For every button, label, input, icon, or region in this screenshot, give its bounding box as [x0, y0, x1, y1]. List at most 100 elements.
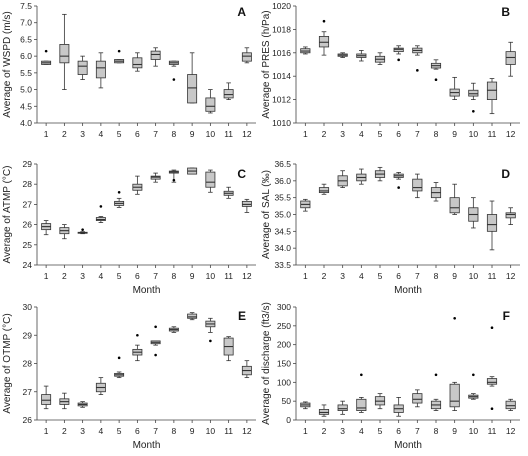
outlier-point [117, 49, 121, 53]
y-tick-label: 7.0 [20, 18, 32, 28]
x-tick-label: 7 [415, 129, 420, 139]
x-tick-label: 11 [488, 129, 497, 139]
panel-d: 33.534.034.535.035.536.036.51 2 3 4 5 6 7 8 9 10 1… [261, 159, 520, 296]
box-month-4 [356, 168, 367, 185]
box-month-7 [150, 47, 161, 67]
box-month-3 [337, 52, 348, 58]
panel-letter: C [237, 167, 246, 181]
x-tick-label: 10 [206, 129, 216, 139]
outlier-point [397, 186, 400, 189]
box-iqr [150, 50, 161, 60]
x-tick-label: 3 [340, 129, 345, 139]
box-month-4 [95, 205, 106, 223]
y-tick-label: 4.5 [20, 101, 32, 111]
box-month-8 [168, 326, 179, 333]
x-axis-title: Month [133, 285, 161, 296]
x-tick-label: 9 [190, 271, 195, 281]
outlier-point [360, 373, 363, 377]
x-tick-label: 5 [378, 426, 383, 436]
box-month-5 [374, 393, 386, 410]
box-month-2 [59, 224, 70, 240]
box-month-3 [77, 401, 88, 408]
x-tick-label: 6 [396, 129, 401, 139]
box-month-11 [486, 326, 498, 411]
x-tick-label: 11 [224, 271, 233, 281]
box-month-1 [41, 385, 52, 410]
box-month-5 [374, 166, 386, 182]
box-iqr [77, 60, 88, 75]
box-month-11 [223, 336, 234, 362]
outlier-point [209, 339, 212, 343]
x-tick-label: 3 [80, 426, 85, 436]
x-tick-label: 5 [117, 426, 122, 436]
box-month-5 [374, 52, 386, 65]
box-month-10 [205, 89, 216, 114]
box-iqr [337, 404, 348, 411]
box-month-6 [132, 333, 143, 362]
x-tick-label: 5 [378, 271, 383, 281]
y-tick-label: 28 [23, 179, 33, 189]
y-tick-label: 1018 [272, 24, 291, 34]
x-tick-label: 9 [452, 129, 457, 139]
box-iqr [412, 393, 423, 404]
box-month-10 [205, 169, 216, 193]
box-month-8 [168, 169, 179, 183]
x-tick-label: 8 [434, 129, 439, 139]
y-tick-label: 34.0 [274, 243, 291, 253]
outlier-point [81, 228, 84, 231]
box-month-10 [205, 317, 216, 343]
x-tick-label: 12 [506, 426, 516, 436]
box-iqr [393, 47, 404, 53]
y-tick-label: 300 [277, 302, 291, 312]
y-tick-label: 35.5 [274, 193, 291, 203]
y-tick-label: 1016 [272, 48, 291, 58]
outlier-point [453, 317, 456, 320]
box-iqr [356, 398, 367, 411]
outlier-point [172, 78, 176, 81]
box-month-3 [337, 400, 348, 415]
y-tick-label: 50 [282, 396, 292, 406]
x-tick-label: 3 [80, 129, 85, 139]
box-iqr [505, 212, 516, 219]
y-tick-label: 6.5 [20, 34, 32, 44]
x-tick-label: 10 [469, 426, 479, 436]
box-month-7 [412, 389, 423, 408]
box-month-8 [168, 60, 179, 81]
box-month-12 [505, 398, 516, 411]
box-month-9 [449, 317, 460, 411]
x-tick-label: 7 [415, 426, 420, 436]
y-tick-label: 34.5 [274, 226, 291, 236]
box-iqr [468, 89, 479, 97]
x-tick-label: 9 [190, 129, 195, 139]
x-tick-label: 4 [359, 129, 364, 139]
box-month-2 [318, 404, 330, 417]
y-tick-label: 100 [277, 377, 291, 387]
x-tick-label: 11 [224, 129, 233, 139]
y-axis-title: Average of WSPD (m/s) [2, 11, 13, 118]
box-month-9 [187, 52, 198, 104]
outlier-point [117, 356, 121, 360]
panel-letter: D [501, 167, 510, 181]
box-iqr [205, 171, 216, 188]
box-iqr [41, 394, 52, 405]
outlier-point [154, 353, 157, 357]
box-month-6 [393, 172, 404, 189]
box-month-1 [41, 49, 52, 65]
x-tick-label: 12 [506, 129, 516, 139]
x-tick-label: 1 [44, 426, 49, 436]
outlier-point [99, 205, 103, 208]
box-month-4 [356, 50, 367, 62]
box-month-11 [223, 186, 234, 199]
x-tick-label: 9 [452, 426, 457, 436]
x-tick-label: 1 [303, 426, 308, 436]
x-tick-label: 1 [44, 129, 49, 139]
y-tick-label: 30 [23, 302, 33, 312]
x-tick-label: 1 [303, 129, 308, 139]
box-month-11 [223, 82, 234, 100]
x-axis-title: Month [133, 440, 161, 451]
x-tick-label: 5 [117, 129, 122, 139]
outlier-point [397, 58, 400, 62]
y-tick-label: 1014 [272, 71, 291, 81]
